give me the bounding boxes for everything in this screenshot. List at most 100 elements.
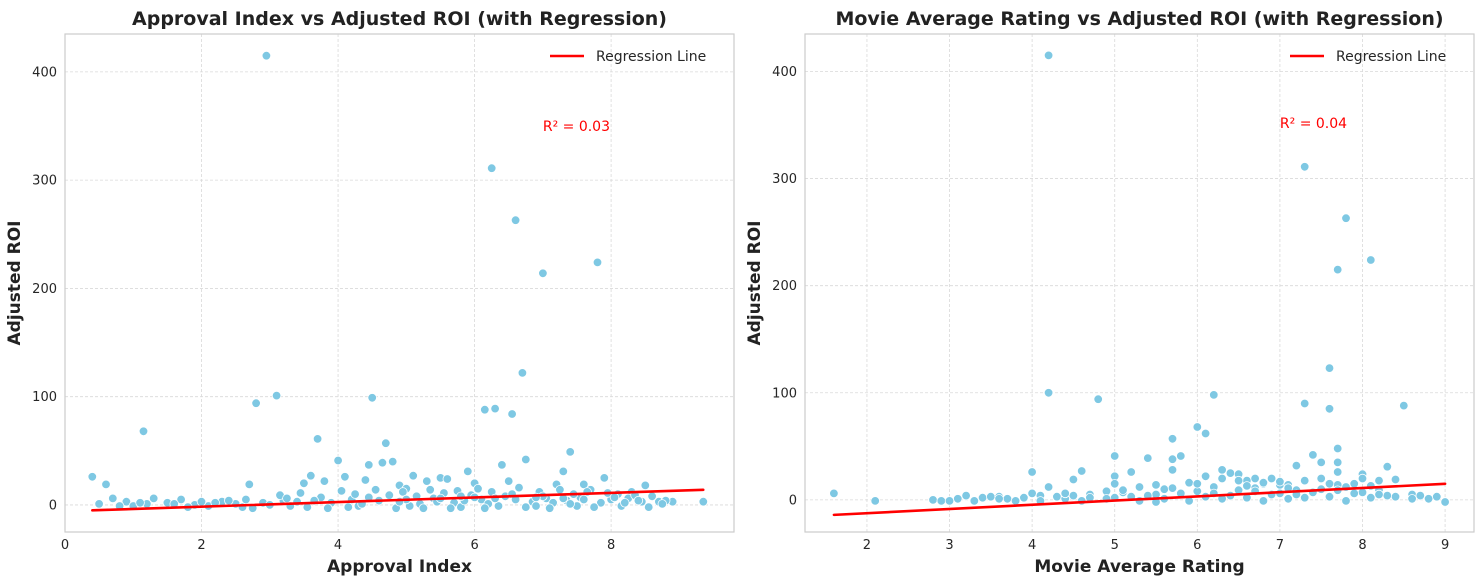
data-point (340, 472, 350, 482)
data-point (1233, 475, 1244, 486)
data-point (1200, 471, 1211, 482)
data-point (1250, 473, 1260, 484)
y-tick-label: 100 (772, 386, 797, 401)
data-point (1407, 494, 1417, 504)
data-point (1390, 474, 1401, 485)
data-point (1027, 467, 1037, 477)
data-point (1217, 465, 1227, 475)
data-point (343, 502, 354, 512)
gridlines (64, 34, 734, 532)
data-point (521, 502, 531, 512)
data-point (490, 403, 500, 414)
data-point (1200, 428, 1211, 439)
data-point (196, 497, 207, 507)
data-point (350, 489, 360, 499)
scatter-points (87, 51, 709, 513)
data-point (1192, 479, 1203, 489)
data-point (446, 503, 456, 513)
data-point (1167, 483, 1178, 493)
data-point (1217, 473, 1227, 484)
data-point (312, 434, 323, 444)
data-point (609, 492, 620, 503)
data-point (319, 476, 330, 486)
y-axis-label: Adjusted ROI (745, 221, 765, 346)
data-point (579, 494, 589, 505)
data-point (1357, 473, 1368, 484)
data-point (1341, 213, 1351, 223)
data-point (1068, 474, 1079, 485)
data-point (1043, 388, 1054, 398)
data-point (589, 502, 599, 512)
y-tick-label: 200 (772, 279, 797, 294)
data-point (108, 493, 118, 504)
data-point (1349, 479, 1359, 489)
data-point (224, 495, 234, 506)
data-point (408, 471, 418, 481)
data-point (487, 163, 497, 173)
data-point (936, 496, 947, 506)
data-point (306, 471, 316, 481)
x-tick-label: 8 (1358, 538, 1366, 553)
data-point (1225, 468, 1236, 478)
data-point (961, 490, 971, 501)
data-point (1109, 451, 1120, 461)
data-point (1341, 496, 1351, 506)
data-point (1167, 465, 1178, 475)
data-point (295, 488, 306, 498)
chart-left-approval-index: 0 2 4 6 8 0 100 200 300 400 Approval Index vs Adj… (5, 8, 735, 577)
data-point (592, 257, 603, 268)
x-tick-label: 6 (470, 538, 478, 553)
data-point (1134, 482, 1145, 492)
data-point (1093, 394, 1103, 404)
data-point (565, 447, 575, 457)
data-point (640, 480, 651, 491)
data-point (558, 466, 569, 477)
data-point (367, 393, 377, 403)
tick-labels: 2 3 4 5 6 7 8 9 0 100 200 300 400 (772, 65, 1449, 553)
data-point (517, 368, 528, 378)
data-point (1324, 479, 1335, 489)
data-point (1324, 492, 1335, 502)
y-tick-label: 200 (32, 282, 57, 297)
plot-frame (64, 33, 735, 533)
data-point (1275, 477, 1285, 487)
data-point (384, 490, 395, 500)
data-point (1316, 473, 1326, 484)
data-point (138, 426, 149, 437)
data-point (986, 492, 996, 502)
data-point (1332, 467, 1343, 477)
data-point (1176, 451, 1186, 461)
data-point (1159, 484, 1170, 494)
data-point (442, 474, 453, 484)
data-point (1052, 492, 1062, 502)
data-point (1423, 494, 1434, 504)
data-point (418, 503, 429, 513)
data-point (1332, 264, 1343, 275)
data-point (1316, 457, 1326, 468)
data-point (1143, 453, 1153, 463)
data-point (1382, 462, 1393, 472)
data-point (994, 494, 1004, 504)
regression-line (832, 482, 1447, 517)
data-point (1299, 475, 1310, 486)
data-point (1299, 493, 1310, 503)
x-tick-label: 6 (1193, 538, 1201, 553)
x-tick-label: 4 (334, 538, 342, 553)
data-point (176, 494, 186, 505)
r-squared-annotation: R² = 0.04 (1280, 116, 1347, 132)
data-point (271, 390, 282, 401)
x-tick-label: 0 (61, 538, 69, 553)
data-point (698, 497, 709, 507)
data-point (1349, 488, 1359, 499)
data-point (1266, 473, 1277, 484)
gridlines (805, 34, 1474, 532)
data-point (870, 496, 880, 506)
data-point (531, 501, 541, 511)
data-point (1258, 496, 1269, 506)
legend-label: Regression Line (1336, 49, 1446, 65)
data-point (1432, 492, 1442, 502)
data-point (510, 215, 521, 225)
data-point (101, 479, 111, 490)
y-tick-label: 0 (49, 498, 57, 513)
